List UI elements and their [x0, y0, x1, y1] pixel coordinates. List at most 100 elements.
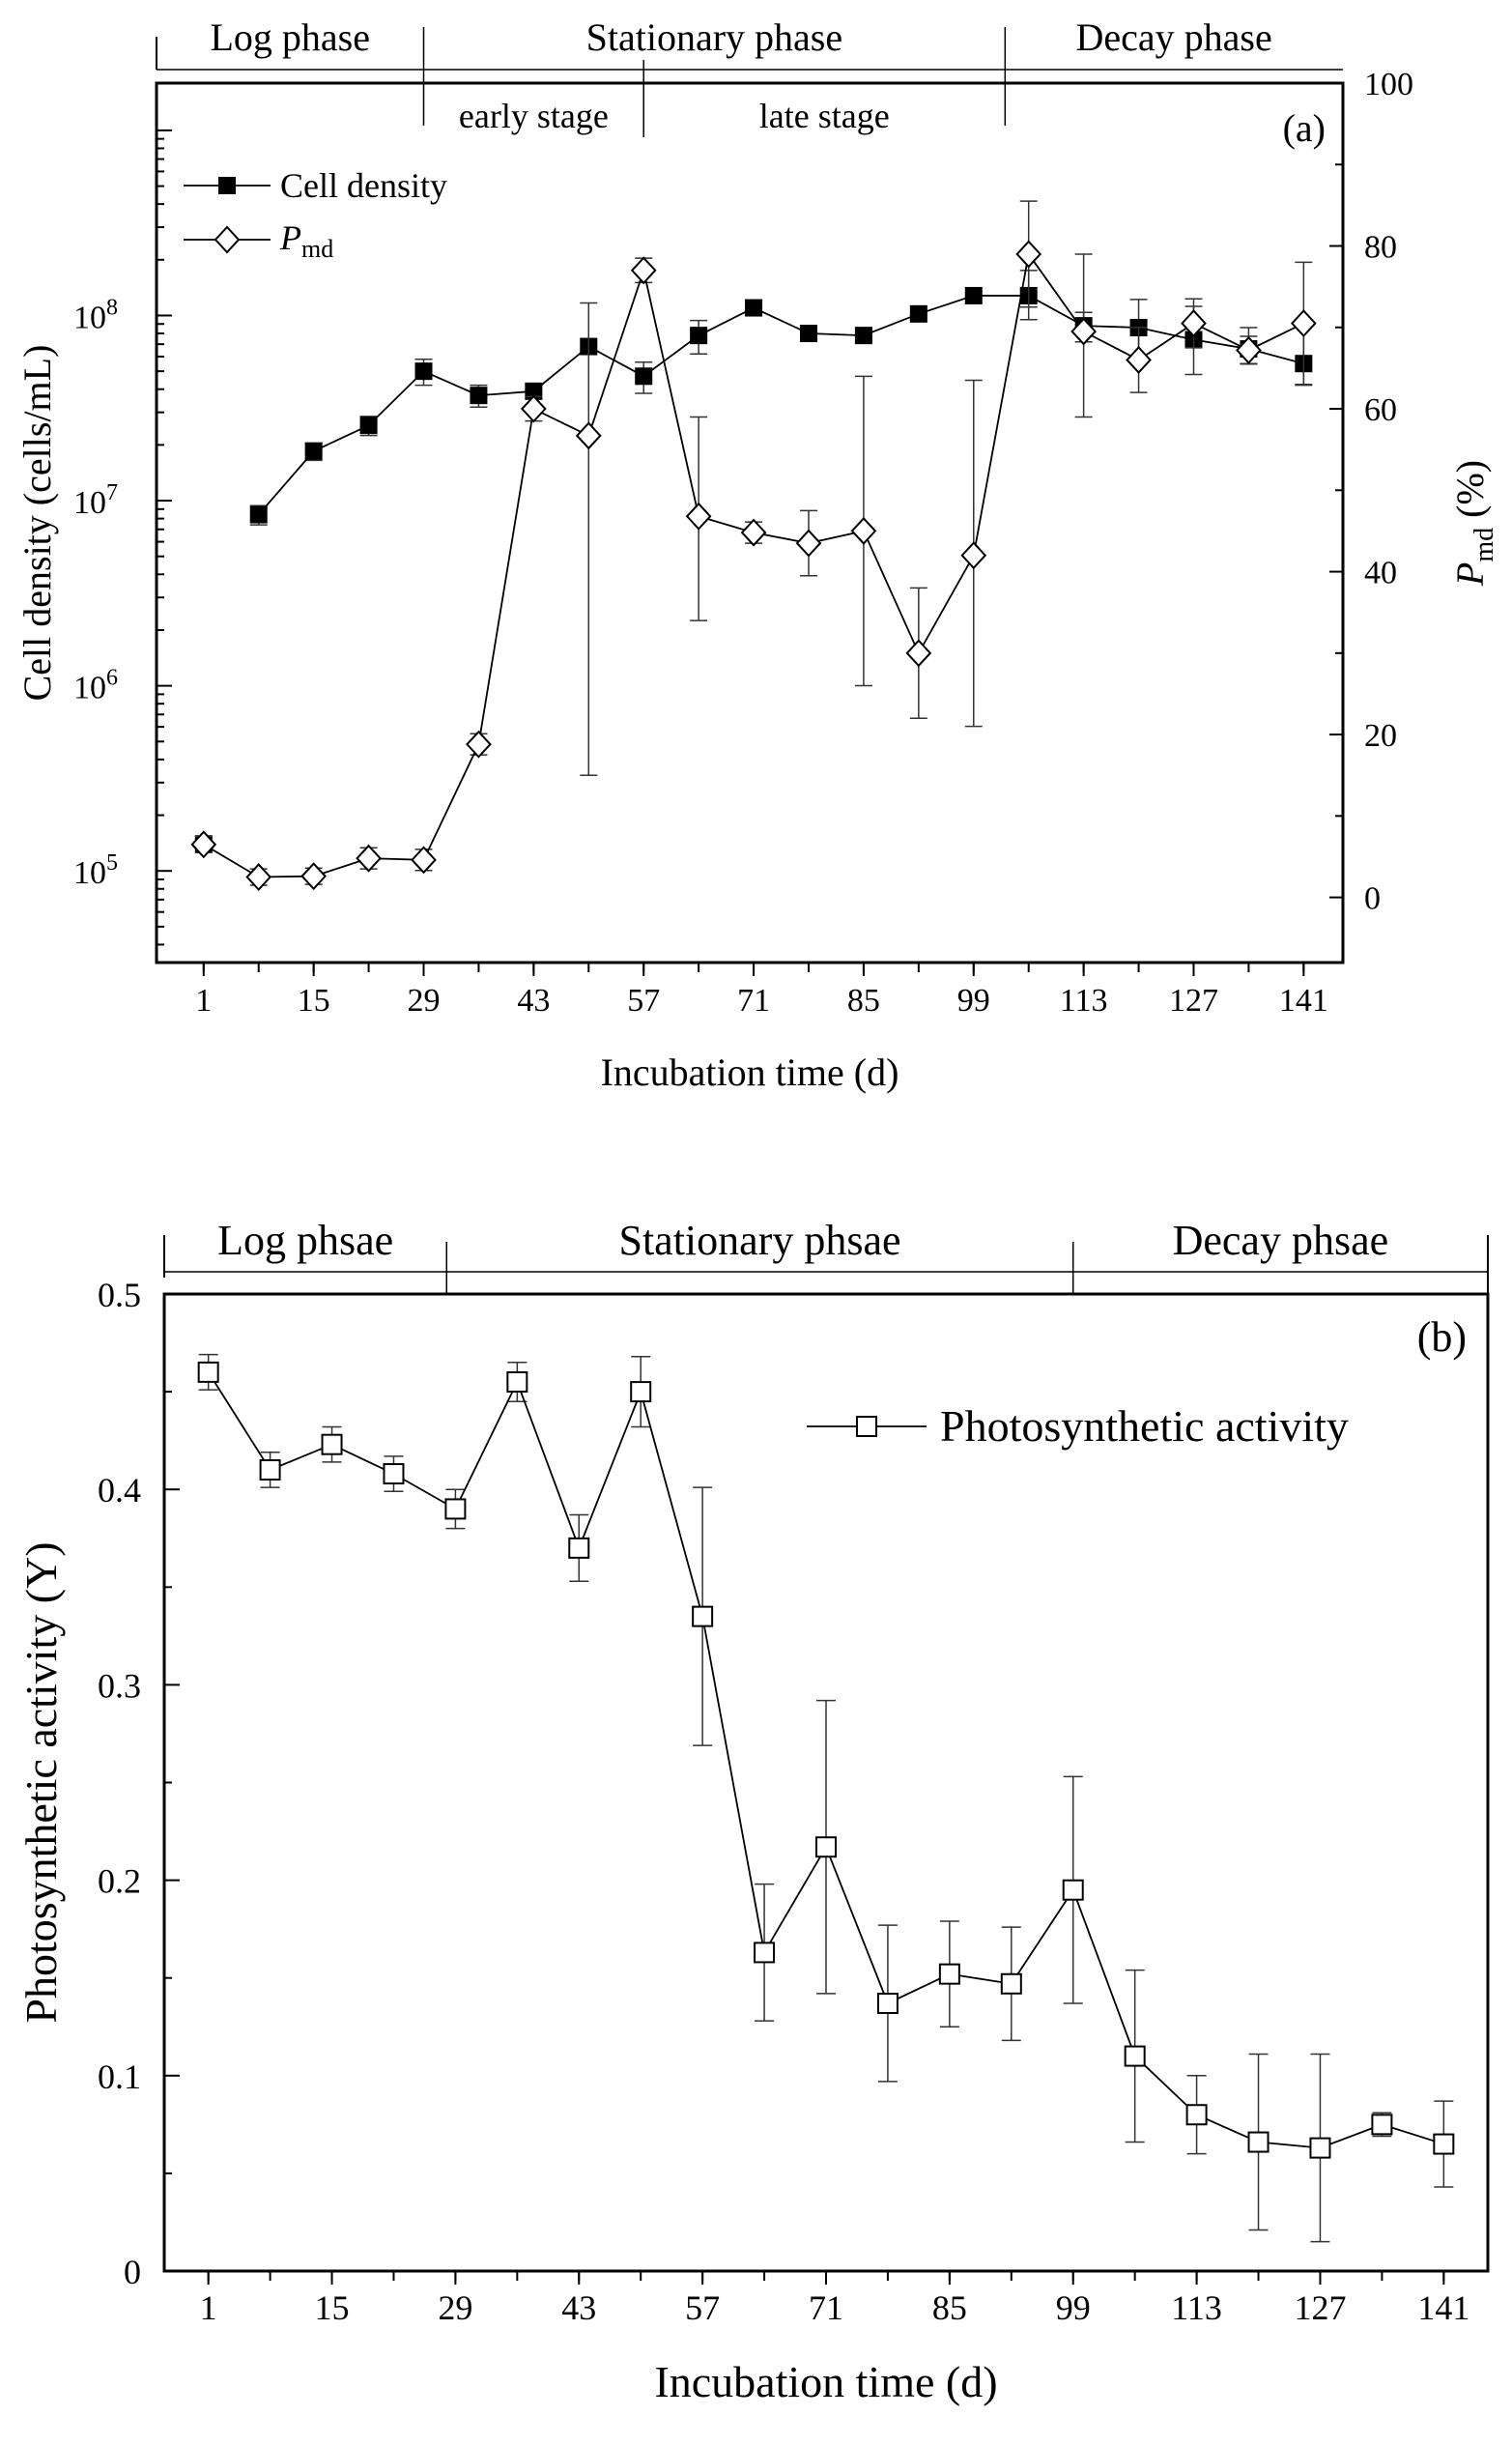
y-left-tick-base: 10 — [73, 300, 106, 335]
data-point — [1247, 2131, 1270, 2153]
y-left-tick-exponent: 5 — [106, 850, 118, 876]
data-point — [470, 387, 488, 405]
data-point — [414, 362, 433, 381]
x-axis-title: Incubation time (d) — [601, 1050, 899, 1094]
x-tick-label: 15 — [315, 2288, 350, 2327]
data-point — [197, 1361, 219, 1383]
data-point — [411, 846, 437, 875]
data-point — [1371, 2114, 1393, 2136]
y-right-tick-label: 100 — [1364, 67, 1413, 102]
data-point — [1015, 240, 1042, 269]
data-point — [960, 541, 987, 570]
y-right-tick-label: 60 — [1364, 392, 1397, 428]
y-left-tick-exponent: 6 — [106, 666, 118, 691]
y-right-tick-label: 0 — [1364, 881, 1381, 917]
data-point — [245, 863, 272, 892]
data-point — [1309, 2137, 1331, 2159]
y-left-tick-exponent: 8 — [106, 295, 118, 320]
x-tick-label: 57 — [685, 2288, 720, 2327]
x-tick-label: 1 — [200, 2288, 217, 2327]
phase-label: Log phase — [210, 15, 370, 59]
x-tick-label: 43 — [561, 2288, 596, 2327]
legend-marker — [218, 177, 236, 194]
data-point — [249, 505, 268, 524]
x-tick-label: 43 — [517, 983, 550, 1019]
data-point — [1126, 346, 1152, 374]
data-point — [685, 502, 712, 531]
data-point — [754, 1942, 776, 1964]
data-point — [740, 518, 767, 547]
data-point — [964, 286, 983, 304]
y-right-axis-title-sub: md — [1469, 528, 1499, 562]
y-left-tick-base: 10 — [73, 855, 106, 891]
data-point — [190, 830, 217, 859]
data-point — [383, 1463, 405, 1485]
data-point — [630, 1381, 652, 1403]
data-point — [799, 325, 817, 343]
x-tick-label: 99 — [957, 983, 990, 1019]
y-left-tick-label: 107 — [73, 480, 118, 521]
y-right-tick-label: 80 — [1364, 230, 1397, 266]
x-tick-label: 113 — [1171, 2288, 1222, 2327]
data-point — [876, 1992, 899, 2014]
data-point — [815, 1836, 837, 1858]
y-left-tick-base: 10 — [73, 485, 106, 521]
data-point — [259, 1458, 281, 1481]
stage-label: early stage — [459, 97, 609, 135]
x-tick-label: 113 — [1060, 983, 1108, 1019]
y-tick-label: 0.1 — [98, 2057, 141, 2096]
data-point — [575, 421, 602, 450]
legend-label: Cell density — [280, 166, 447, 205]
phase-label: Decay phase — [1076, 15, 1272, 59]
data-point — [1181, 309, 1207, 338]
data-point — [635, 367, 653, 386]
data-point — [854, 327, 872, 345]
y-right-tick-label: 20 — [1364, 718, 1397, 754]
series-line — [258, 295, 1304, 516]
data-point — [692, 1605, 714, 1627]
y-tick-label: 0 — [124, 2253, 141, 2291]
panel-label: (a) — [1283, 106, 1326, 150]
data-point — [1236, 335, 1262, 364]
x-tick-label: 57 — [627, 983, 660, 1019]
y-tick-label: 0.3 — [98, 1666, 141, 1705]
data-point — [466, 730, 492, 759]
legend-marker — [856, 1416, 877, 1437]
y-left-tick-exponent: 7 — [106, 480, 118, 505]
data-point — [905, 639, 932, 668]
data-point — [1185, 2104, 1208, 2126]
x-tick-label: 85 — [932, 2288, 967, 2327]
x-tick-label: 71 — [809, 2288, 843, 2327]
x-tick-label: 85 — [847, 983, 880, 1019]
y-axis-title: Photosynthetic activity (Y) — [16, 1541, 66, 2023]
x-tick-label: 71 — [737, 983, 770, 1019]
x-tick-label: 127 — [1169, 983, 1218, 1019]
x-tick-label: 99 — [1056, 2288, 1091, 2327]
legend-label-main: P — [279, 218, 301, 257]
data-point — [359, 417, 378, 435]
data-point — [1290, 309, 1317, 338]
x-axis-title: Incubation time (d) — [654, 2357, 997, 2406]
data-point — [938, 1963, 960, 1985]
x-tick-label: 29 — [408, 983, 441, 1019]
data-point — [304, 442, 323, 460]
y-right-tick-label: 40 — [1364, 556, 1397, 591]
y-tick-label: 0.2 — [98, 1862, 141, 1901]
data-point — [690, 327, 708, 345]
data-point — [321, 1433, 343, 1455]
data-point — [850, 516, 877, 545]
y-right-axis-title-unit: (%) — [1448, 460, 1492, 528]
data-point — [356, 844, 382, 873]
plot-frame — [155, 81, 1345, 964]
data-point — [1124, 2045, 1146, 2067]
y-left-tick-base: 10 — [73, 671, 106, 706]
y-tick-label: 0.5 — [98, 1276, 141, 1314]
y-left-tick-label: 106 — [73, 666, 118, 706]
legend-label: Pmd — [279, 218, 333, 263]
data-point — [520, 394, 547, 423]
data-point — [1433, 2133, 1455, 2155]
y-tick-label: 0.4 — [98, 1471, 141, 1510]
y-right-axis-title: Pmd (%) — [1448, 460, 1499, 587]
